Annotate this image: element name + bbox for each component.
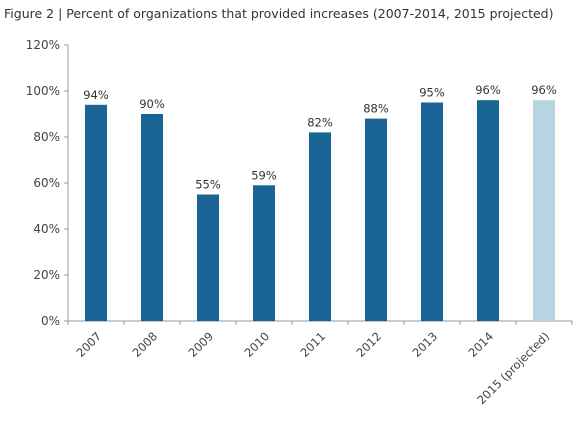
y-tick-label: 0% bbox=[41, 314, 60, 328]
bar-2008 bbox=[141, 114, 163, 321]
data-label: 95% bbox=[419, 86, 445, 100]
x-tick-label: 2009 bbox=[186, 329, 217, 360]
y-tick-label: 120% bbox=[26, 38, 60, 52]
y-tick-label: 40% bbox=[33, 222, 60, 236]
y-tick-label: 20% bbox=[33, 268, 60, 282]
bar-2011 bbox=[309, 132, 331, 321]
data-label: 55% bbox=[195, 178, 221, 192]
bar-2007 bbox=[85, 104, 107, 321]
bar-2013 bbox=[421, 102, 443, 321]
bar-2010 bbox=[253, 185, 275, 321]
y-tick-label: 100% bbox=[26, 84, 60, 98]
data-label: 88% bbox=[363, 102, 389, 116]
bars bbox=[85, 100, 555, 321]
data-label: 59% bbox=[251, 168, 277, 182]
y-tick-label: 60% bbox=[33, 176, 60, 190]
y-tick-label: 80% bbox=[33, 130, 60, 144]
bar-2009 bbox=[197, 194, 219, 321]
data-label: 96% bbox=[475, 83, 501, 97]
data-label: 82% bbox=[307, 115, 333, 129]
x-tick-label: 2011 bbox=[298, 329, 329, 360]
x-tick-label: 2010 bbox=[242, 329, 273, 360]
x-tick-label: 2007 bbox=[74, 329, 105, 360]
y-tick-labels: 0% 20% 40% 60% 80% 100% 120% bbox=[26, 38, 60, 328]
data-label: 94% bbox=[83, 88, 109, 102]
x-tick-label: 2013 bbox=[410, 329, 441, 360]
chart-title: Figure 2 | Percent of organizations that… bbox=[4, 6, 554, 21]
x-tick-label: 2014 bbox=[466, 329, 497, 360]
x-tick-label: 2012 bbox=[354, 329, 385, 360]
data-labels: 94% 90% 55% 59% 82% 88% 95% 96% 96% bbox=[83, 83, 557, 191]
data-label: 90% bbox=[139, 97, 165, 111]
data-label: 96% bbox=[531, 83, 557, 97]
bar-2014 bbox=[477, 100, 499, 321]
x-tick-label: 2008 bbox=[130, 329, 161, 360]
bar-2012 bbox=[365, 118, 387, 321]
bar-2015-projected- bbox=[533, 100, 555, 321]
